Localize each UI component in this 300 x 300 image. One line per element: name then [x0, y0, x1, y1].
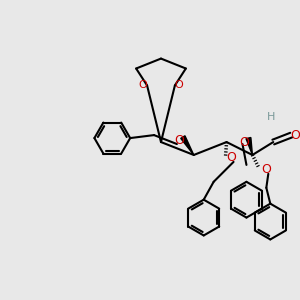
Text: O: O	[174, 134, 184, 147]
Text: O: O	[290, 129, 300, 142]
Text: O: O	[139, 80, 148, 90]
Text: H: H	[267, 112, 275, 122]
Text: O: O	[175, 80, 183, 90]
Polygon shape	[181, 136, 194, 155]
Text: O: O	[226, 152, 236, 164]
Polygon shape	[246, 137, 252, 155]
Text: O: O	[239, 136, 249, 148]
Text: O: O	[261, 164, 271, 176]
